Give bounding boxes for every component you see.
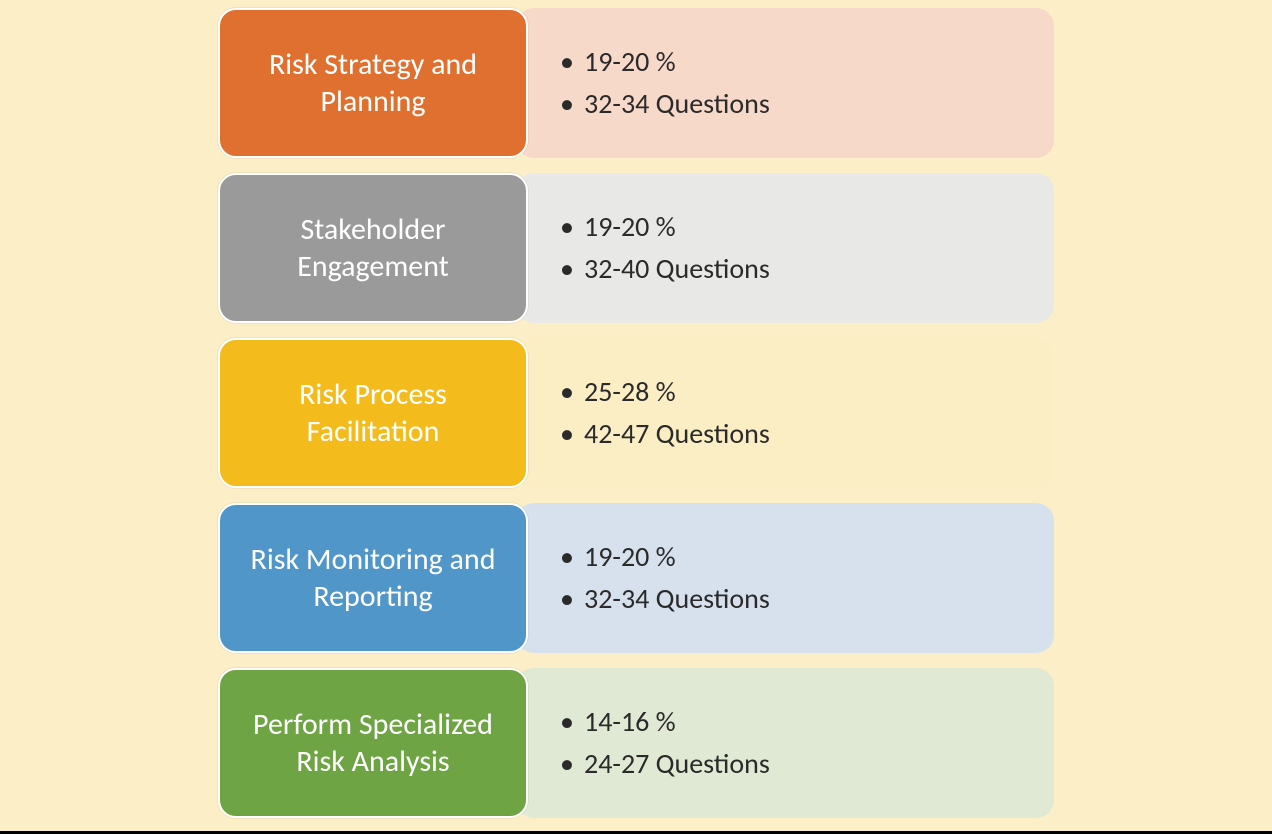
percent-text: 19-20 %	[556, 41, 1054, 83]
title-box-risk-process-facilitation: Risk Process Facilitation	[218, 338, 528, 488]
title-box-stakeholder-engagement: Stakeholder Engagement	[218, 173, 528, 323]
detail-box-risk-process-facilitation: 25-28 % 42-47 Questions	[516, 338, 1054, 488]
row-risk-monitoring-reporting: Risk Monitoring and Reporting 19-20 % 32…	[218, 503, 1054, 653]
row-stakeholder-engagement: Stakeholder Engagement 19-20 % 32-40 Que…	[218, 173, 1054, 323]
percent-text: 14-16 %	[556, 701, 1054, 743]
questions-text: 32-34 Questions	[556, 578, 1054, 620]
percent-text: 19-20 %	[556, 536, 1054, 578]
questions-text: 32-34 Questions	[556, 83, 1054, 125]
title-box-risk-monitoring-reporting: Risk Monitoring and Reporting	[218, 503, 528, 653]
detail-box-specialized-risk-analysis: 14-16 % 24-27 Questions	[516, 668, 1054, 818]
percent-text: 25-28 %	[556, 371, 1054, 413]
questions-text: 24-27 Questions	[556, 743, 1054, 785]
title-box-specialized-risk-analysis: Perform Specialized Risk Analysis	[218, 668, 528, 818]
row-specialized-risk-analysis: Perform Specialized Risk Analysis 14-16 …	[218, 668, 1054, 818]
row-risk-strategy: Risk Strategy and Planning 19-20 % 32-34…	[218, 8, 1054, 158]
questions-text: 42-47 Questions	[556, 413, 1054, 455]
detail-box-stakeholder-engagement: 19-20 % 32-40 Questions	[516, 173, 1054, 323]
title-box-risk-strategy: Risk Strategy and Planning	[218, 8, 528, 158]
questions-text: 32-40 Questions	[556, 248, 1054, 290]
row-risk-process-facilitation: Risk Process Facilitation 25-28 % 42-47 …	[218, 338, 1054, 488]
detail-box-risk-strategy: 19-20 % 32-34 Questions	[516, 8, 1054, 158]
detail-box-risk-monitoring-reporting: 19-20 % 32-34 Questions	[516, 503, 1054, 653]
percent-text: 19-20 %	[556, 206, 1054, 248]
